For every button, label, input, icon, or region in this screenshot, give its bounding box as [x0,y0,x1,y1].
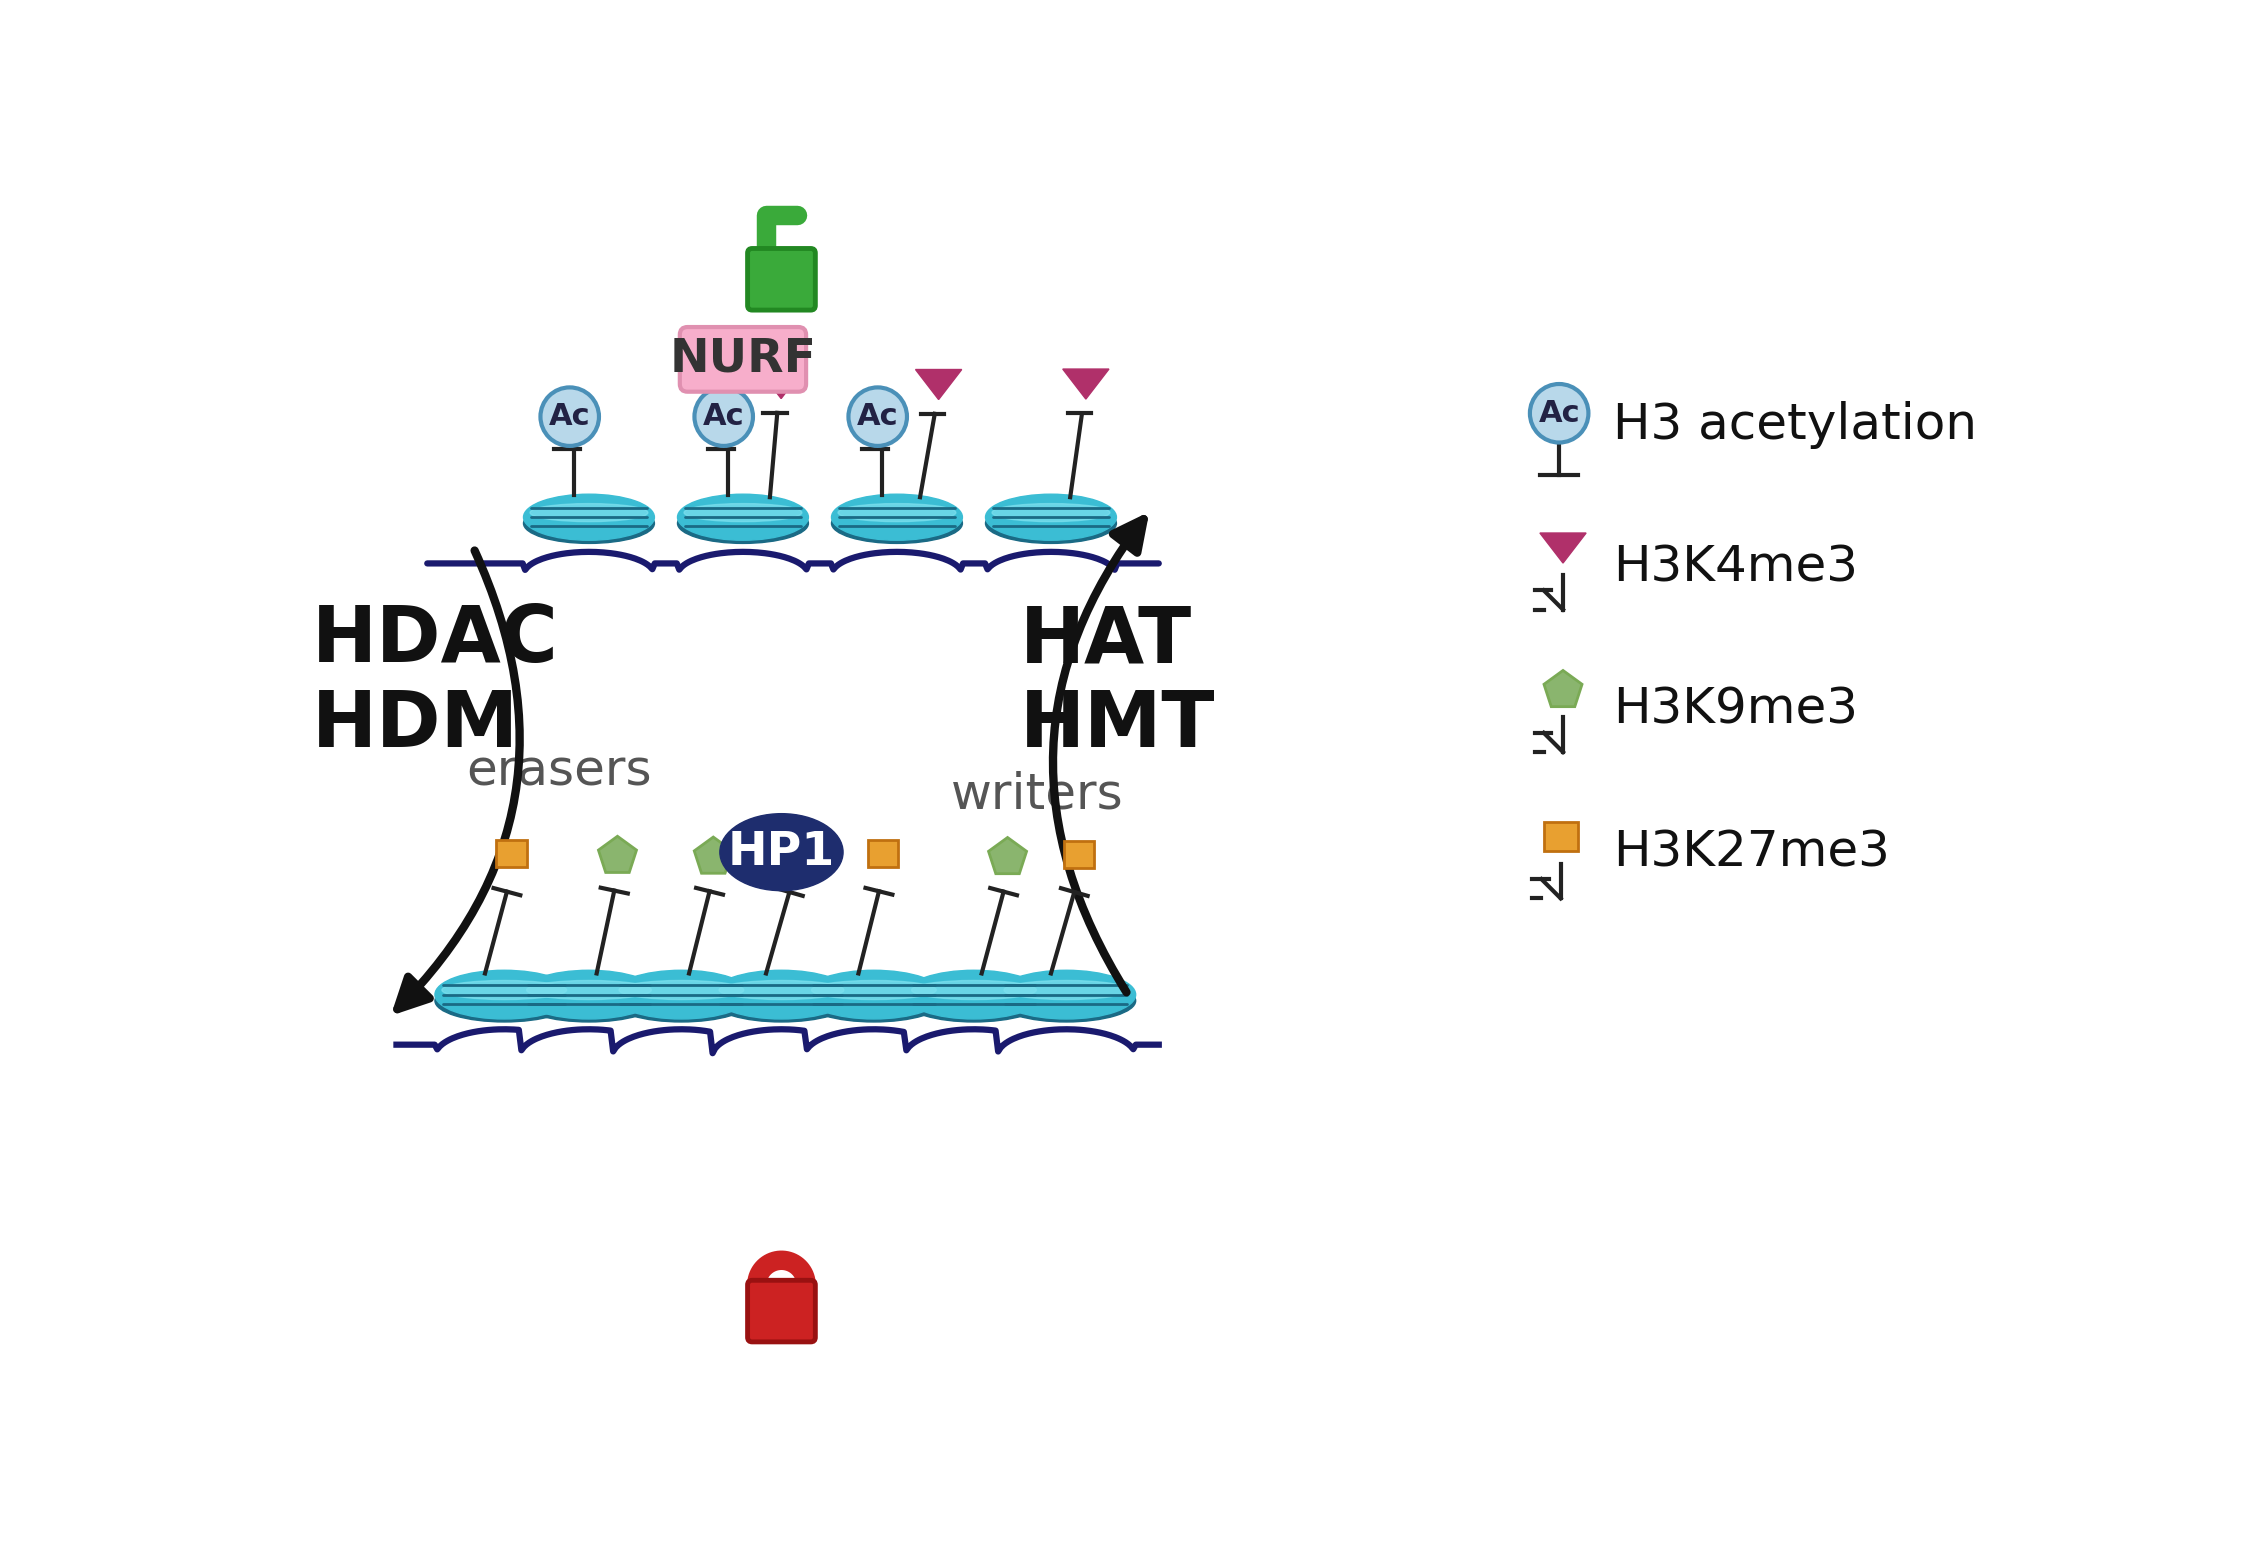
Circle shape [541,388,600,447]
Ellipse shape [677,495,808,540]
Ellipse shape [804,980,944,1022]
Ellipse shape [435,971,573,1019]
Polygon shape [598,836,636,873]
Ellipse shape [992,504,1109,521]
Text: HDM: HDM [312,687,518,763]
Ellipse shape [831,495,962,540]
Bar [1064,841,1094,867]
Text: Ac: Ac [548,402,591,431]
Polygon shape [1544,670,1583,707]
Circle shape [1530,385,1589,442]
Ellipse shape [521,971,659,1019]
Ellipse shape [811,980,937,999]
Text: erasers: erasers [466,748,652,796]
Ellipse shape [713,971,851,1019]
Ellipse shape [441,980,566,999]
Polygon shape [915,369,962,400]
Text: H3K27me3: H3K27me3 [1612,828,1890,876]
FancyBboxPatch shape [747,1280,815,1342]
Text: Ac: Ac [1537,399,1580,428]
Circle shape [849,388,908,447]
Ellipse shape [435,980,573,1022]
Ellipse shape [521,980,659,1022]
FancyArrowPatch shape [396,551,521,1010]
Ellipse shape [1003,980,1130,999]
Ellipse shape [523,495,654,540]
Ellipse shape [720,814,842,890]
Bar [496,841,528,867]
Ellipse shape [618,980,745,999]
Ellipse shape [804,971,944,1019]
Ellipse shape [713,980,851,1022]
Text: Ac: Ac [702,402,745,431]
Ellipse shape [684,504,801,521]
Ellipse shape [838,504,955,521]
Ellipse shape [985,504,1116,543]
Ellipse shape [677,504,808,543]
Circle shape [695,388,754,447]
Text: NURF: NURF [670,337,817,382]
FancyArrowPatch shape [1053,520,1143,993]
FancyBboxPatch shape [679,327,806,392]
Ellipse shape [523,504,654,543]
Text: HAT: HAT [1021,602,1193,678]
Text: H3 acetylation: H3 acetylation [1612,400,1976,448]
Text: H3K4me3: H3K4me3 [1612,543,1859,591]
Polygon shape [1540,534,1587,563]
Ellipse shape [912,980,1037,999]
Ellipse shape [528,980,652,999]
Polygon shape [989,838,1026,873]
Ellipse shape [530,504,648,521]
Bar [1544,822,1578,851]
Text: HMT: HMT [1021,687,1216,763]
Text: HDAC: HDAC [312,602,559,678]
Polygon shape [695,838,731,873]
Ellipse shape [720,980,844,999]
Text: HP1: HP1 [727,830,835,875]
Ellipse shape [611,971,752,1019]
Ellipse shape [831,504,962,543]
Ellipse shape [611,980,752,1022]
Ellipse shape [996,980,1137,1022]
Ellipse shape [906,971,1044,1019]
Polygon shape [758,369,804,399]
Text: H3K9me3: H3K9me3 [1612,686,1859,734]
Bar [867,839,899,867]
Ellipse shape [985,495,1116,540]
Polygon shape [1062,369,1109,399]
Bar [779,841,811,867]
Text: Ac: Ac [856,402,899,431]
FancyBboxPatch shape [747,248,815,310]
Text: writers: writers [951,771,1123,819]
Ellipse shape [906,980,1044,1022]
Ellipse shape [996,971,1137,1019]
